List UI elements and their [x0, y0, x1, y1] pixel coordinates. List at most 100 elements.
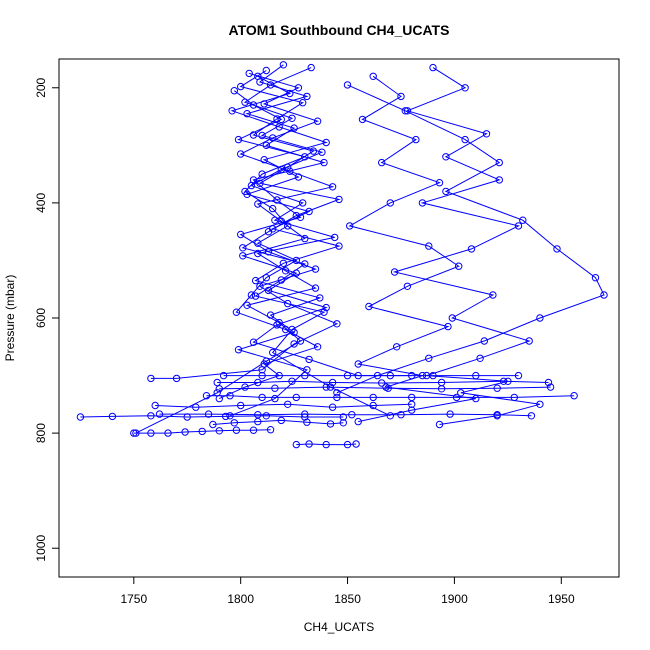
data-point [241, 383, 249, 391]
data-point [247, 181, 256, 190]
data-point [455, 262, 463, 270]
data-point [294, 173, 303, 181]
data-point [292, 440, 300, 449]
data-point [290, 328, 298, 337]
data-point [322, 303, 330, 312]
data-point [339, 413, 347, 421]
y-tick-label: 600 [34, 308, 48, 328]
data-point [442, 153, 450, 161]
data-point [495, 176, 503, 184]
series-line [219, 386, 551, 390]
data-point [322, 440, 330, 449]
series-line [206, 395, 575, 398]
data-point [397, 411, 405, 419]
data-point [467, 245, 476, 253]
data-point [328, 378, 337, 387]
data-point [286, 89, 294, 98]
data-point [452, 393, 461, 402]
data-point [352, 440, 360, 448]
data-point [412, 135, 420, 144]
data-point [271, 384, 279, 392]
data-point [553, 245, 561, 253]
data-point [305, 355, 313, 364]
data-point [570, 392, 578, 400]
data-point [461, 84, 469, 92]
data-point [247, 291, 256, 299]
series-profile [292, 440, 360, 449]
data-point [251, 292, 260, 300]
data-point [343, 81, 352, 89]
data-point [510, 393, 518, 402]
series-profile [226, 72, 343, 420]
series-line [392, 67, 541, 425]
data-point [429, 63, 437, 72]
data-point [401, 107, 409, 115]
data-point [446, 410, 454, 418]
data-point [390, 268, 399, 276]
data-point [335, 242, 343, 250]
data-point [284, 163, 292, 171]
data-point [365, 302, 373, 311]
data-point [155, 410, 164, 418]
data-point [348, 411, 356, 419]
series-line [135, 67, 335, 434]
data-point [444, 322, 452, 331]
data-point [369, 401, 377, 410]
data-point [480, 337, 488, 345]
x-tick-label: 1850 [334, 592, 361, 606]
data-point [239, 252, 247, 260]
data-point [284, 222, 292, 230]
data-point [495, 158, 503, 167]
data-point [514, 222, 523, 230]
data-point [429, 371, 437, 380]
data-point [493, 411, 501, 419]
data-point [369, 393, 377, 402]
series-line [217, 380, 549, 384]
data-point [311, 265, 320, 273]
data-point [275, 318, 283, 327]
data-point [204, 410, 213, 418]
data-point [320, 308, 328, 316]
data-point [271, 394, 279, 403]
data-point [254, 378, 262, 387]
data-point [230, 419, 239, 427]
data-point [378, 379, 386, 387]
series-profile [213, 377, 553, 387]
data-point [489, 291, 497, 299]
data-point [358, 115, 367, 124]
series-profile [130, 426, 275, 437]
data-point [313, 343, 322, 351]
series-line [239, 72, 412, 377]
data-point [305, 440, 313, 448]
data-point [600, 291, 608, 299]
x-tick-label: 1900 [441, 592, 468, 606]
data-point [303, 418, 311, 426]
data-point [277, 276, 285, 284]
data-point [269, 204, 277, 213]
data-point [519, 216, 527, 224]
data-point [213, 378, 221, 387]
data-point [499, 377, 508, 385]
data-point [258, 393, 266, 402]
data-point [266, 311, 275, 319]
data-point [328, 183, 337, 191]
data-point [230, 87, 239, 95]
data-point [290, 124, 298, 132]
data-point [378, 158, 386, 167]
data-point [241, 98, 249, 106]
series-line [133, 429, 271, 434]
chart-title: ATOM1 Southbound CH4_UCATS [229, 22, 450, 38]
data-point [309, 147, 318, 155]
y-axis-label: Pressure (mbar) [3, 275, 17, 362]
data-point [254, 72, 262, 81]
data-point [243, 110, 251, 118]
data-point [279, 61, 288, 69]
plot-data-layer [76, 61, 608, 449]
data-point [384, 384, 392, 392]
data-point [147, 412, 155, 420]
series-line [229, 75, 341, 417]
data-point [249, 426, 258, 434]
data-point [346, 222, 354, 230]
data-point [281, 267, 290, 275]
